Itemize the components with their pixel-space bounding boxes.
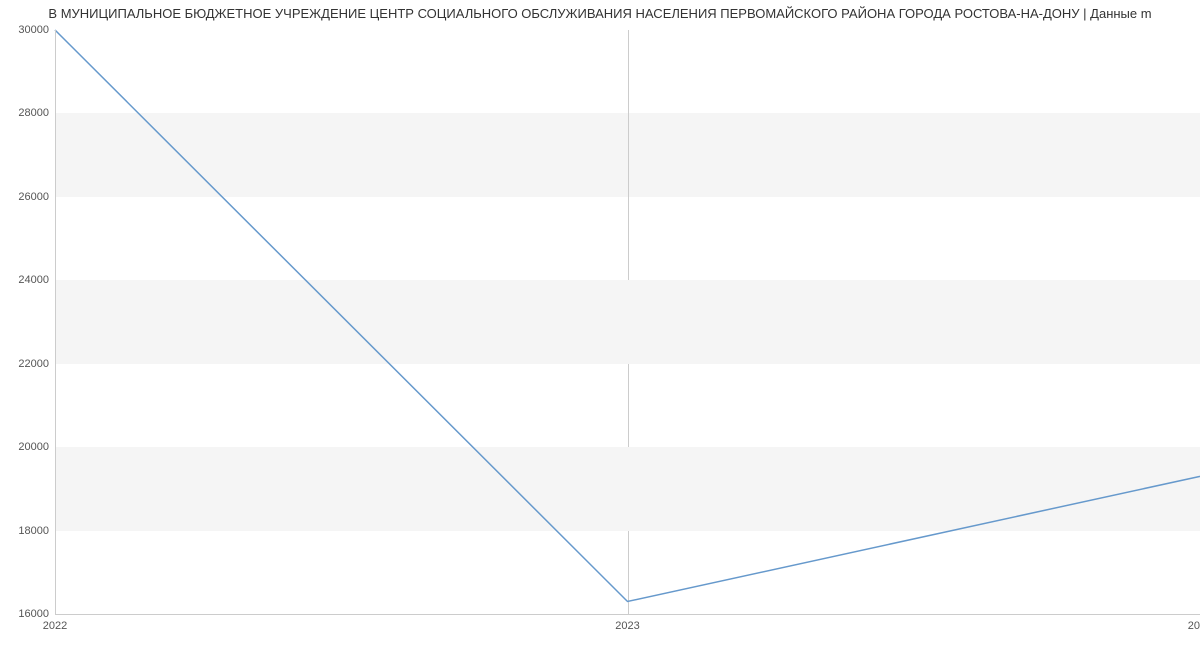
y-tick-label: 22000 xyxy=(18,358,49,370)
x-tick-label: 2022 xyxy=(43,620,67,632)
plot-area: 1600018000200002200024000260002800030000… xyxy=(55,30,1200,614)
chart-title: В МУНИЦИПАЛЬНОЕ БЮДЖЕТНОЕ УЧРЕЖДЕНИЕ ЦЕН… xyxy=(0,6,1200,21)
x-tick-label: 2024 xyxy=(1188,620,1200,632)
y-tick-label: 30000 xyxy=(18,24,49,36)
line-layer xyxy=(55,30,1200,614)
y-tick-label: 18000 xyxy=(18,525,49,537)
y-tick-label: 20000 xyxy=(18,441,49,453)
y-tick-label: 16000 xyxy=(18,608,49,620)
y-tick-label: 24000 xyxy=(18,274,49,286)
series-line xyxy=(55,30,1200,601)
y-axis-line xyxy=(55,30,56,614)
y-tick-label: 26000 xyxy=(18,191,49,203)
x-axis-line xyxy=(55,614,1200,615)
y-tick-label: 28000 xyxy=(18,107,49,119)
x-tick-label: 2023 xyxy=(615,620,639,632)
chart-container: В МУНИЦИПАЛЬНОЕ БЮДЖЕТНОЕ УЧРЕЖДЕНИЕ ЦЕН… xyxy=(0,0,1200,650)
